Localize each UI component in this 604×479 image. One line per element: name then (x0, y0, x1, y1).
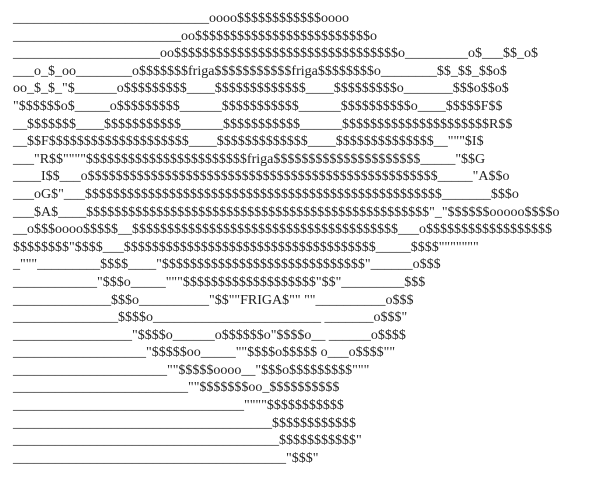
ascii-line: ____________"$$$o_____"""$$$$$$$$$$$$$$$… (13, 274, 426, 290)
ascii-line: ______________________""$$$$$oooo__"$$$o… (13, 362, 370, 378)
ascii-line: ___________________"$$$$$oo_____""$$$$o$… (13, 345, 396, 361)
ascii-line: ___o_$_oo________o$$$$$$$friga$$$$$$$$$$… (13, 63, 507, 79)
ascii-line: __o$$$oooo$$$$$__$$$$$$$$$$$$$$$$$$$$$$$… (13, 222, 552, 238)
ascii-line: ___$A$____$$$$$$$$$$$$$$$$$$$$$$$$$$$$$$… (13, 204, 560, 220)
ascii-line: $$$$$$$$"$$$$___$$$$$$$$$$$$$$$$$$$$$$$$… (13, 239, 479, 255)
ascii-line: _________________________________""""$$$… (13, 398, 344, 414)
ascii-line: _________________"$$$$o______o$$$$$$o"$$… (13, 327, 406, 343)
ascii-line: _______________________________________"… (13, 450, 319, 466)
ascii-line: _____________________________________$$$… (13, 415, 356, 431)
ascii-line: ______________________________________$$… (13, 433, 362, 449)
ascii-line: ___oG$"___$$$$$$$$$$$$$$$$$$$$$$$$$$$$$$… (13, 186, 519, 202)
ascii-line: __$$$$$$$____$$$$$$$$$$$______$$$$$$$$$$… (13, 116, 513, 132)
ascii-art: ____________________________oooo$$$$$$$$… (13, 10, 560, 467)
ascii-line: ________________________oo$$$$$$$$$$$$$$… (13, 28, 377, 44)
ascii-line: "$$$$$$o$_____o$$$$$$$$$______$$$$$$$$$$… (13, 98, 503, 114)
ascii-line: _____________________oo$$$$$$$$$$$$$$$$$… (13, 46, 538, 62)
ascii-line: _"""_________$$$$____"$$$$$$$$$$$$$$$$$$… (13, 257, 441, 273)
ascii-line: ___"R$$""""$$$$$$$$$$$$$$$$$$$$$$$friga$… (13, 151, 486, 167)
ascii-line: oo_$_$_"$______o$$$$$$$$$____$$$$$$$$$$$… (13, 81, 509, 97)
ascii-line: ______________$$$o__________"$$""FRIGA$"… (13, 292, 414, 308)
ascii-line: ____I$$___o$$$$$$$$$$$$$$$$$$$$$$$$$$$$$… (13, 169, 510, 185)
ascii-line: ____________________________oooo$$$$$$$$… (13, 11, 349, 26)
ascii-line: _________________________""$$$$$$$oo_$$$… (13, 380, 340, 396)
ascii-line: _______________$$$$o____________________… (13, 310, 408, 326)
ascii-line: __$$F$$$$$$$$$$$$$$$$$$$$____$$$$$$$$$$$… (13, 134, 484, 150)
